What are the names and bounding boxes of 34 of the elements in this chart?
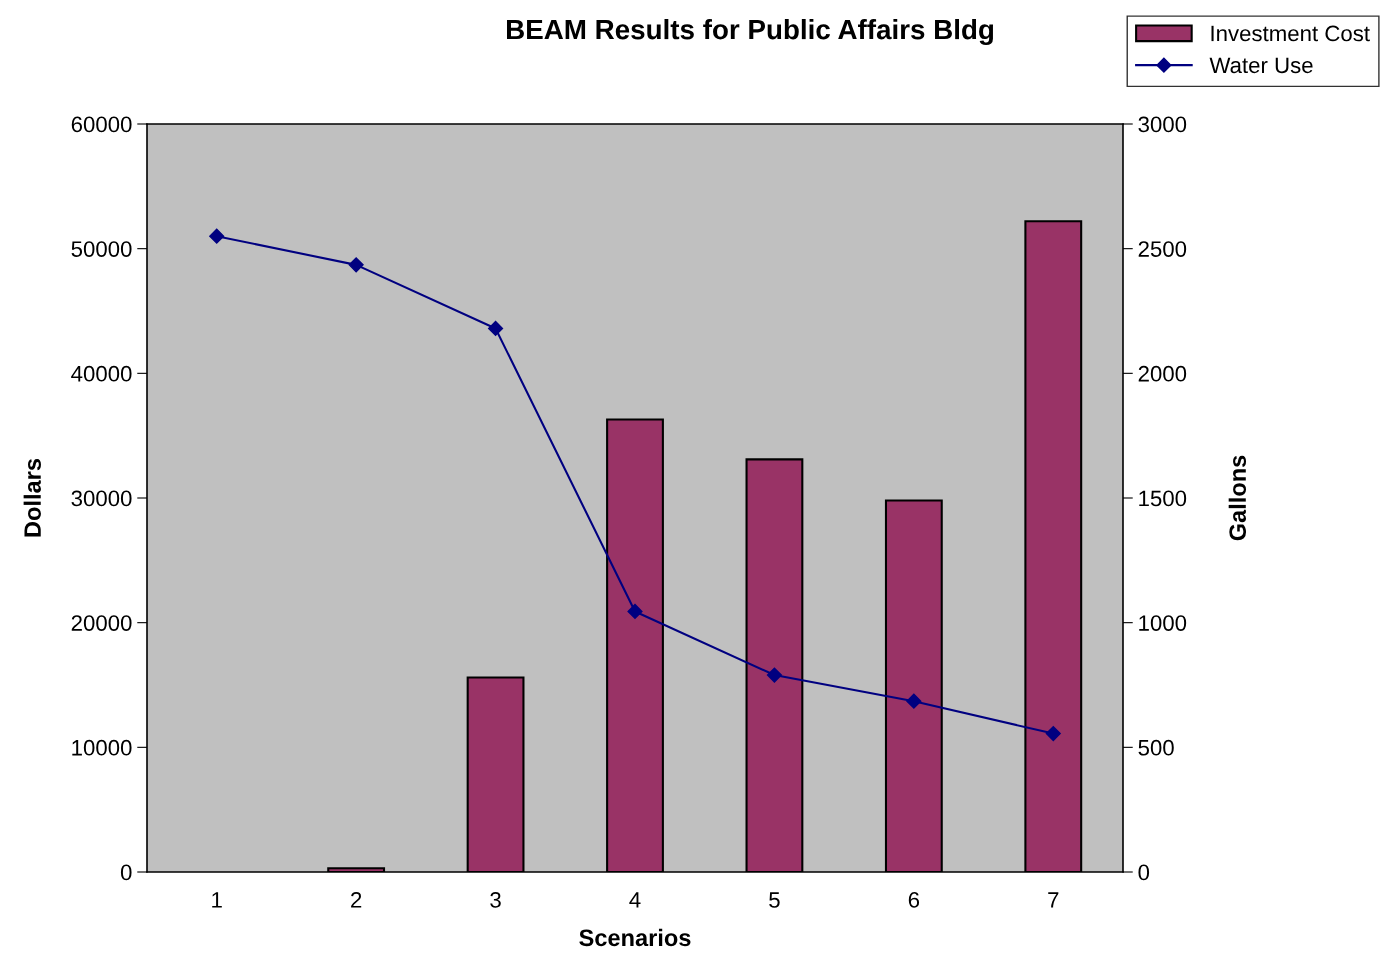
- y2-tick-label: 0: [1138, 864, 1150, 881]
- point: [766, 667, 782, 683]
- y2-tick-label: 1500: [1139, 490, 1187, 507]
- x-tick-label: 4: [629, 892, 641, 908]
- y2-tick-label: 2000: [1138, 365, 1187, 382]
- y2-tick-label: 1000: [1139, 615, 1187, 631]
- x-tick-label: 7: [1048, 892, 1059, 908]
- y2-tick-label: 3000: [1138, 116, 1187, 133]
- y-tick-label: 50000: [71, 241, 132, 257]
- chart-title: BEAM Results for Public Affairs Bldg: [506, 18, 994, 46]
- legend-label: Water Use: [1209, 57, 1313, 74]
- point: [906, 693, 922, 709]
- point: [1045, 726, 1061, 742]
- y-tick-label: 10000: [72, 739, 132, 756]
- y-tick-label: 20000: [71, 615, 132, 631]
- y2-axis-title: Gallons: [1228, 455, 1247, 541]
- y2-tick-label: 2500: [1138, 241, 1187, 257]
- y-axis-title: Dollars: [23, 458, 41, 537]
- point: [209, 228, 225, 244]
- x-tick-label: 1: [212, 892, 222, 908]
- y-tick-label: 30000: [71, 490, 132, 507]
- y2-tick-label: 500: [1138, 739, 1174, 756]
- y-tick-label: 0: [120, 864, 132, 881]
- point: [627, 603, 643, 620]
- x-tick-label: 2: [351, 892, 362, 908]
- point: [348, 257, 364, 273]
- y-tick-label: 40000: [71, 365, 132, 382]
- x-tick-label: 6: [908, 892, 920, 908]
- x-tick-label: 5: [769, 892, 780, 908]
- legend-label: Investment Cost: [1211, 25, 1370, 42]
- x-axis-title: Scenarios: [579, 928, 691, 947]
- x-tick-label: 3: [490, 892, 501, 908]
- point: [488, 320, 504, 337]
- y-tick-label: 60000: [71, 116, 132, 133]
